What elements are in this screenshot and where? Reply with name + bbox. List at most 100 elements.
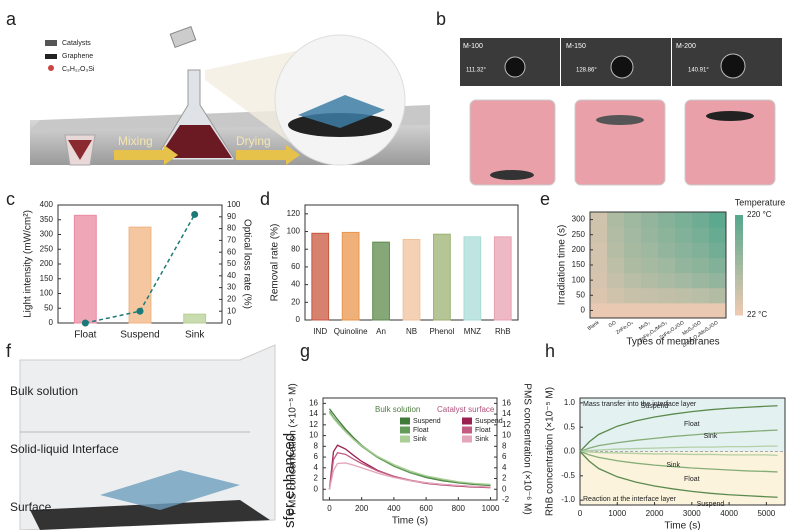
x-tick-label: RhB xyxy=(495,327,511,336)
cell xyxy=(641,287,659,304)
x-tick-label: MoS₂ xyxy=(638,320,652,332)
droplet xyxy=(610,55,634,79)
colorbar-segment xyxy=(735,260,743,266)
y-tick-label: 0 xyxy=(502,484,507,493)
axis-label: Removal rate (%) xyxy=(270,224,281,302)
legend-title: Bulk solution xyxy=(375,405,420,414)
axis-label: Types of membranes xyxy=(626,337,719,348)
cell xyxy=(607,257,625,274)
series-label: Sink xyxy=(704,433,718,440)
x-tick-label: GO xyxy=(608,320,618,329)
y-tick-label: -0.5 xyxy=(561,471,575,480)
cell xyxy=(692,227,710,243)
membrane xyxy=(706,111,754,121)
legend-label: Suspend xyxy=(413,418,441,425)
cell xyxy=(692,242,710,258)
y-tick-label: 300 xyxy=(572,215,586,224)
angle-label: 140.91° xyxy=(688,68,709,74)
y-tick-label: 20 xyxy=(227,295,236,304)
step-label: Drying xyxy=(236,134,271,148)
y-tick-label: -1.0 xyxy=(561,495,575,504)
cell xyxy=(641,257,659,274)
colorbar-segment xyxy=(735,280,743,286)
angle-label: 128.86° xyxy=(576,68,597,74)
y-tick-label: 300 xyxy=(40,230,54,239)
colorbar-segment xyxy=(735,295,743,301)
membrane-stack xyxy=(100,470,240,510)
y-tick-label: 20 xyxy=(291,297,300,306)
panel-a: a Catalysts Graphene C₉H₁₂O₃Si Mixing Dr… xyxy=(6,9,430,166)
line xyxy=(579,450,778,457)
bar xyxy=(372,241,390,321)
cell xyxy=(658,257,676,274)
x-tick-label: IND xyxy=(313,327,327,336)
cell xyxy=(641,227,659,243)
cell xyxy=(624,227,642,243)
x-tick-label: Sink xyxy=(185,330,205,341)
x-tick-label: 200 xyxy=(355,504,369,513)
y-tick-label: 0 xyxy=(314,484,319,493)
line xyxy=(579,445,778,453)
legend-swatch xyxy=(462,426,472,434)
colorbar-segment xyxy=(735,220,743,226)
x-tick-label: Blank xyxy=(587,320,601,332)
y-tick-label: 50 xyxy=(227,259,236,268)
y-tick-label: 14 xyxy=(309,409,318,418)
cell xyxy=(675,287,693,304)
cell xyxy=(590,302,608,319)
cell xyxy=(590,257,608,274)
cell xyxy=(675,257,693,274)
colorbar-title: Temperature xyxy=(735,197,786,207)
y-tick-label: 200 xyxy=(40,259,54,268)
y-tick-label: 12 xyxy=(309,420,318,429)
cell xyxy=(692,287,710,304)
y-tick-label: 40 xyxy=(227,271,236,280)
bar xyxy=(341,231,360,321)
legend-label: Float xyxy=(413,427,429,434)
angle-label: 111.32° xyxy=(466,68,486,74)
y-tick-label: -2 xyxy=(502,495,510,504)
y-tick-label: 1.0 xyxy=(564,398,576,407)
y-tick-label: 0 xyxy=(227,318,232,327)
y-tick-label: 350 xyxy=(40,215,54,224)
panel-f: f Bulk solution Solid-liquid Interface S… xyxy=(6,341,298,530)
legend-title: Catalyst surface xyxy=(437,405,495,414)
bar xyxy=(73,214,97,324)
x-tick-label: An xyxy=(376,327,386,336)
colorbar-label: 220 °C xyxy=(747,210,772,219)
colorbar-segment xyxy=(735,250,743,256)
y-tick-label: 90 xyxy=(227,212,236,221)
cell xyxy=(709,212,727,228)
layer-label: Surface xyxy=(10,500,52,514)
cell xyxy=(641,272,659,289)
colorbar-label: 22 °C xyxy=(747,310,767,319)
flask-liquid xyxy=(158,125,232,158)
legend-label: Catalysts xyxy=(62,40,91,47)
x-tick-label: MNZ xyxy=(464,327,481,336)
zoom-beam xyxy=(205,50,300,150)
cell xyxy=(624,242,642,258)
legend-label: Suspend xyxy=(475,418,503,425)
y-tick-label: 2 xyxy=(502,474,507,483)
y-tick-label: 30 xyxy=(227,283,236,292)
cell xyxy=(607,287,625,304)
cell xyxy=(658,242,676,258)
y-tick-label: 250 xyxy=(40,244,54,253)
axis-label: Time (s) xyxy=(664,521,700,530)
line xyxy=(579,450,778,473)
axis-label: PMS concentration (×10⁻⁵ M) xyxy=(288,383,299,514)
y-tick-label: 8 xyxy=(502,441,507,450)
colorbar-segment xyxy=(735,230,743,236)
cell xyxy=(658,227,676,243)
cell xyxy=(692,302,710,319)
cell xyxy=(607,212,625,228)
x-tick-label: 1000 xyxy=(482,504,500,513)
x-tick-label: ZnFe₂O₄ xyxy=(615,320,634,336)
cell xyxy=(675,272,693,289)
layer-label: Solid-liquid Interface xyxy=(10,442,119,456)
series-label: Float xyxy=(684,476,700,483)
axis-label: Irradiation time (s) xyxy=(557,225,568,306)
colorbar-segment xyxy=(735,255,743,261)
cell xyxy=(590,212,608,228)
